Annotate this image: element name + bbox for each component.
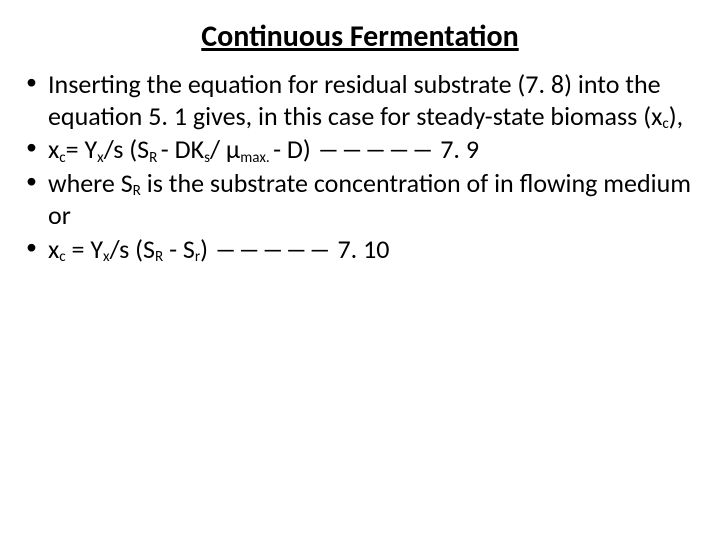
bullet-text: where S xyxy=(48,167,133,199)
bullet-text: - DK xyxy=(161,133,204,165)
bullet-text: - S xyxy=(163,233,195,265)
subscript: x xyxy=(103,248,110,266)
bullet-list: Inserting the equation for residual subs… xyxy=(20,69,700,265)
subscript: max. xyxy=(240,149,273,167)
list-item: where SR is the substrate concentration … xyxy=(20,168,700,231)
page-title: Continuous Fermentation xyxy=(20,18,700,55)
list-item: xc = Yx/s (SR - Sr) ――――― 7. 10 xyxy=(20,234,700,266)
list-item: Inserting the equation for residual subs… xyxy=(20,69,700,132)
subscript: c xyxy=(59,149,65,167)
subscript: r xyxy=(195,248,200,266)
bullet-text: is the substrate concentration of in flo… xyxy=(48,167,691,231)
bullet-text: = Y xyxy=(66,233,103,265)
list-item: xc= Yx/s (SR - DKs/ µmax. - D) ――――― 7. … xyxy=(20,134,700,166)
subscript: R xyxy=(133,182,141,200)
subscript: s xyxy=(204,149,210,167)
bullet-text: / µ xyxy=(210,133,240,165)
bullet-text: x xyxy=(48,133,59,165)
bullet-text: /s (S xyxy=(110,233,155,265)
subscript: x xyxy=(97,149,104,167)
bullet-text: ), xyxy=(669,100,683,132)
subscript: c xyxy=(662,115,668,133)
bullet-text: x xyxy=(48,233,59,265)
bullet-text: ) ――――― 7. 10 xyxy=(200,233,389,265)
subscript: R xyxy=(155,248,163,266)
bullet-text: = Y xyxy=(66,133,98,165)
bullet-text: - D) ――――― 7. 9 xyxy=(273,133,479,165)
bullet-text: /s (S xyxy=(104,133,149,165)
subscript: R xyxy=(149,149,161,167)
bullet-text: Inserting the equation for residual subs… xyxy=(48,68,662,132)
subscript: c xyxy=(59,248,65,266)
